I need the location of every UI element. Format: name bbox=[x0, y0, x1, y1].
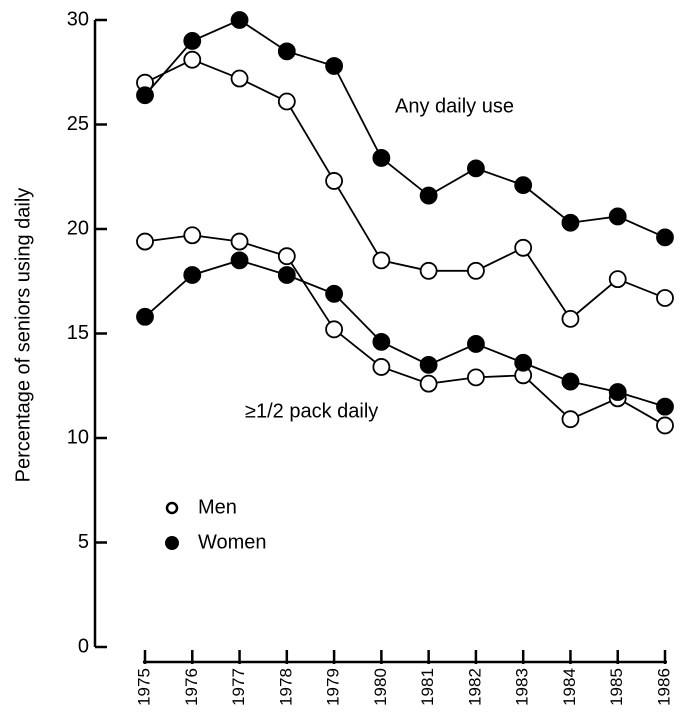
point bbox=[277, 266, 296, 284]
point bbox=[561, 309, 580, 328]
point bbox=[325, 172, 343, 190]
point bbox=[467, 335, 485, 353]
x-tick-label: 1985 bbox=[607, 668, 626, 706]
point bbox=[656, 397, 674, 416]
group-label: Any daily use bbox=[395, 95, 514, 117]
legend-marker bbox=[165, 501, 179, 515]
point bbox=[183, 50, 202, 69]
point bbox=[656, 416, 674, 435]
legend-label: Men bbox=[198, 496, 237, 518]
point bbox=[230, 232, 249, 251]
y-tick-label: 10 bbox=[67, 426, 89, 448]
y-axis-label: Percentage of seniors using daily bbox=[12, 188, 34, 483]
point bbox=[136, 86, 154, 105]
x-tick-label: 1980 bbox=[371, 668, 390, 706]
point bbox=[325, 284, 343, 303]
x-tick-label: 1984 bbox=[560, 668, 579, 706]
point bbox=[277, 42, 296, 61]
y-tick-label: 0 bbox=[78, 635, 89, 657]
point bbox=[136, 232, 154, 251]
point bbox=[467, 261, 485, 280]
x-tick-label: 1986 bbox=[654, 668, 673, 706]
y-tick-label: 5 bbox=[78, 531, 89, 553]
y-tick-label: 20 bbox=[67, 217, 89, 239]
x-tick-label: 1982 bbox=[465, 668, 484, 706]
point bbox=[514, 238, 533, 257]
point bbox=[514, 353, 533, 372]
point bbox=[183, 266, 202, 284]
point bbox=[419, 374, 438, 393]
y-tick-label: 30 bbox=[67, 8, 89, 30]
x-tick-label: 1975 bbox=[134, 668, 153, 706]
point bbox=[419, 355, 438, 374]
point bbox=[230, 11, 249, 29]
point bbox=[325, 57, 343, 75]
x-tick-label: 1981 bbox=[418, 668, 437, 706]
point bbox=[419, 186, 438, 205]
series-line bbox=[144, 234, 666, 427]
point bbox=[656, 289, 674, 307]
y-tick-label: 25 bbox=[67, 113, 89, 135]
point bbox=[230, 251, 249, 270]
point bbox=[372, 251, 391, 270]
point bbox=[325, 320, 343, 339]
point bbox=[608, 270, 627, 289]
point bbox=[514, 176, 533, 195]
x-tick-label: 1978 bbox=[276, 668, 295, 706]
point bbox=[372, 332, 391, 351]
point bbox=[183, 226, 202, 245]
point bbox=[277, 92, 296, 111]
point bbox=[419, 261, 438, 280]
point bbox=[372, 149, 391, 167]
point bbox=[561, 213, 580, 232]
point bbox=[467, 159, 485, 178]
legend-marker bbox=[165, 536, 179, 550]
legend-label: Women bbox=[198, 531, 267, 553]
x-tick-label: 1977 bbox=[229, 668, 248, 706]
x-tick-label: 1983 bbox=[513, 668, 532, 706]
series-line bbox=[144, 18, 666, 239]
x-tick-label: 1976 bbox=[182, 668, 201, 706]
point bbox=[656, 228, 674, 247]
point bbox=[372, 358, 391, 376]
x-tick-label: 1979 bbox=[324, 668, 343, 706]
point bbox=[608, 207, 627, 226]
point bbox=[467, 368, 485, 387]
point bbox=[608, 383, 627, 401]
point bbox=[561, 410, 580, 429]
group-label: ≥1/2 pack daily bbox=[245, 400, 378, 422]
point bbox=[277, 247, 296, 266]
series-line bbox=[144, 259, 666, 408]
point bbox=[136, 307, 154, 326]
point bbox=[183, 32, 202, 50]
point bbox=[561, 372, 580, 391]
y-tick-label: 15 bbox=[67, 322, 89, 344]
point bbox=[230, 69, 249, 88]
